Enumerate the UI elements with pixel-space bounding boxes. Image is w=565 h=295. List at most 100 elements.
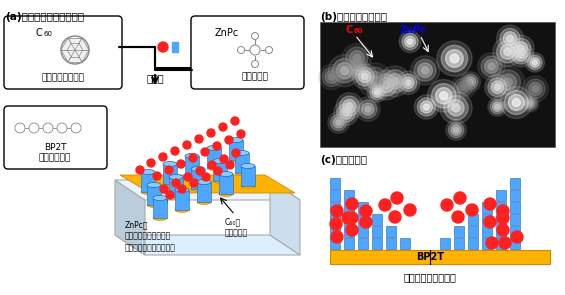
Circle shape [346,103,353,109]
Text: ZnPc: ZnPc [215,28,239,38]
Text: (c)断面模式図: (c)断面模式図 [320,155,367,165]
Circle shape [446,50,463,67]
Text: BP2T: BP2T [44,143,66,152]
Bar [482,214,492,225]
Bar [496,202,506,213]
Circle shape [29,123,39,133]
Circle shape [454,192,466,204]
Circle shape [399,74,417,91]
Ellipse shape [169,175,183,179]
Circle shape [171,147,179,155]
Circle shape [484,198,496,210]
Circle shape [495,104,499,109]
Polygon shape [147,185,161,205]
Bar [344,238,354,249]
Circle shape [57,123,67,133]
Circle shape [232,149,240,157]
Bar [330,214,340,225]
Circle shape [485,75,510,100]
Circle shape [226,161,234,169]
Circle shape [477,53,505,80]
Bar [482,202,492,213]
Bar [372,226,382,237]
Circle shape [350,61,367,78]
Circle shape [524,97,537,110]
Circle shape [457,81,470,93]
Circle shape [356,97,380,121]
Circle shape [414,59,436,81]
Circle shape [214,167,222,175]
Text: 理想的な構造が実現: 理想的な構造が実現 [403,272,457,282]
Circle shape [497,205,509,217]
Circle shape [251,32,259,40]
Bar [496,238,506,249]
Circle shape [336,93,363,119]
Circle shape [504,78,512,86]
Ellipse shape [153,216,167,220]
Bar [510,226,520,237]
Circle shape [484,216,496,228]
Bar [372,238,382,249]
Circle shape [411,56,440,85]
Bar [344,226,354,237]
Bar [344,214,354,225]
Circle shape [441,45,468,72]
Circle shape [328,112,349,133]
Text: 共蒸着: 共蒸着 [146,73,164,83]
Circle shape [488,78,507,97]
Circle shape [454,127,459,132]
Ellipse shape [207,165,221,171]
Circle shape [518,45,524,52]
Circle shape [330,218,342,230]
Bar [344,202,354,213]
Circle shape [360,205,372,217]
Circle shape [485,60,498,73]
Bar [454,238,464,249]
Circle shape [508,42,533,67]
Circle shape [418,98,436,116]
Circle shape [331,205,343,217]
Circle shape [213,142,221,150]
Bar [510,214,520,225]
Ellipse shape [163,181,177,186]
Text: アクセプター材料: アクセプター材料 [41,73,85,82]
Text: 60: 60 [354,28,364,34]
Circle shape [159,153,167,161]
Ellipse shape [169,194,183,199]
Circle shape [407,39,412,44]
Circle shape [332,59,357,83]
Circle shape [451,125,461,135]
Circle shape [529,82,542,95]
Circle shape [503,32,516,45]
Circle shape [418,63,432,78]
Ellipse shape [235,150,249,155]
Circle shape [496,70,520,94]
Text: ZnPc: ZnPc [400,25,427,35]
Bar [172,42,178,52]
Circle shape [481,56,502,77]
Circle shape [158,42,168,52]
Polygon shape [197,182,211,202]
Circle shape [331,114,346,131]
Polygon shape [169,177,183,197]
Circle shape [43,123,53,133]
Circle shape [365,106,371,112]
Circle shape [500,45,515,59]
Ellipse shape [207,145,221,150]
FancyBboxPatch shape [4,16,122,89]
Circle shape [237,130,245,138]
Circle shape [528,55,542,70]
Circle shape [333,117,344,128]
Circle shape [15,123,25,133]
Circle shape [319,64,344,90]
Polygon shape [270,180,300,255]
Circle shape [334,101,358,125]
Circle shape [436,88,452,104]
Circle shape [421,67,429,74]
Circle shape [61,36,89,64]
Circle shape [494,84,501,90]
Circle shape [225,136,233,144]
Circle shape [184,173,192,181]
Circle shape [497,41,519,63]
Circle shape [493,37,522,66]
